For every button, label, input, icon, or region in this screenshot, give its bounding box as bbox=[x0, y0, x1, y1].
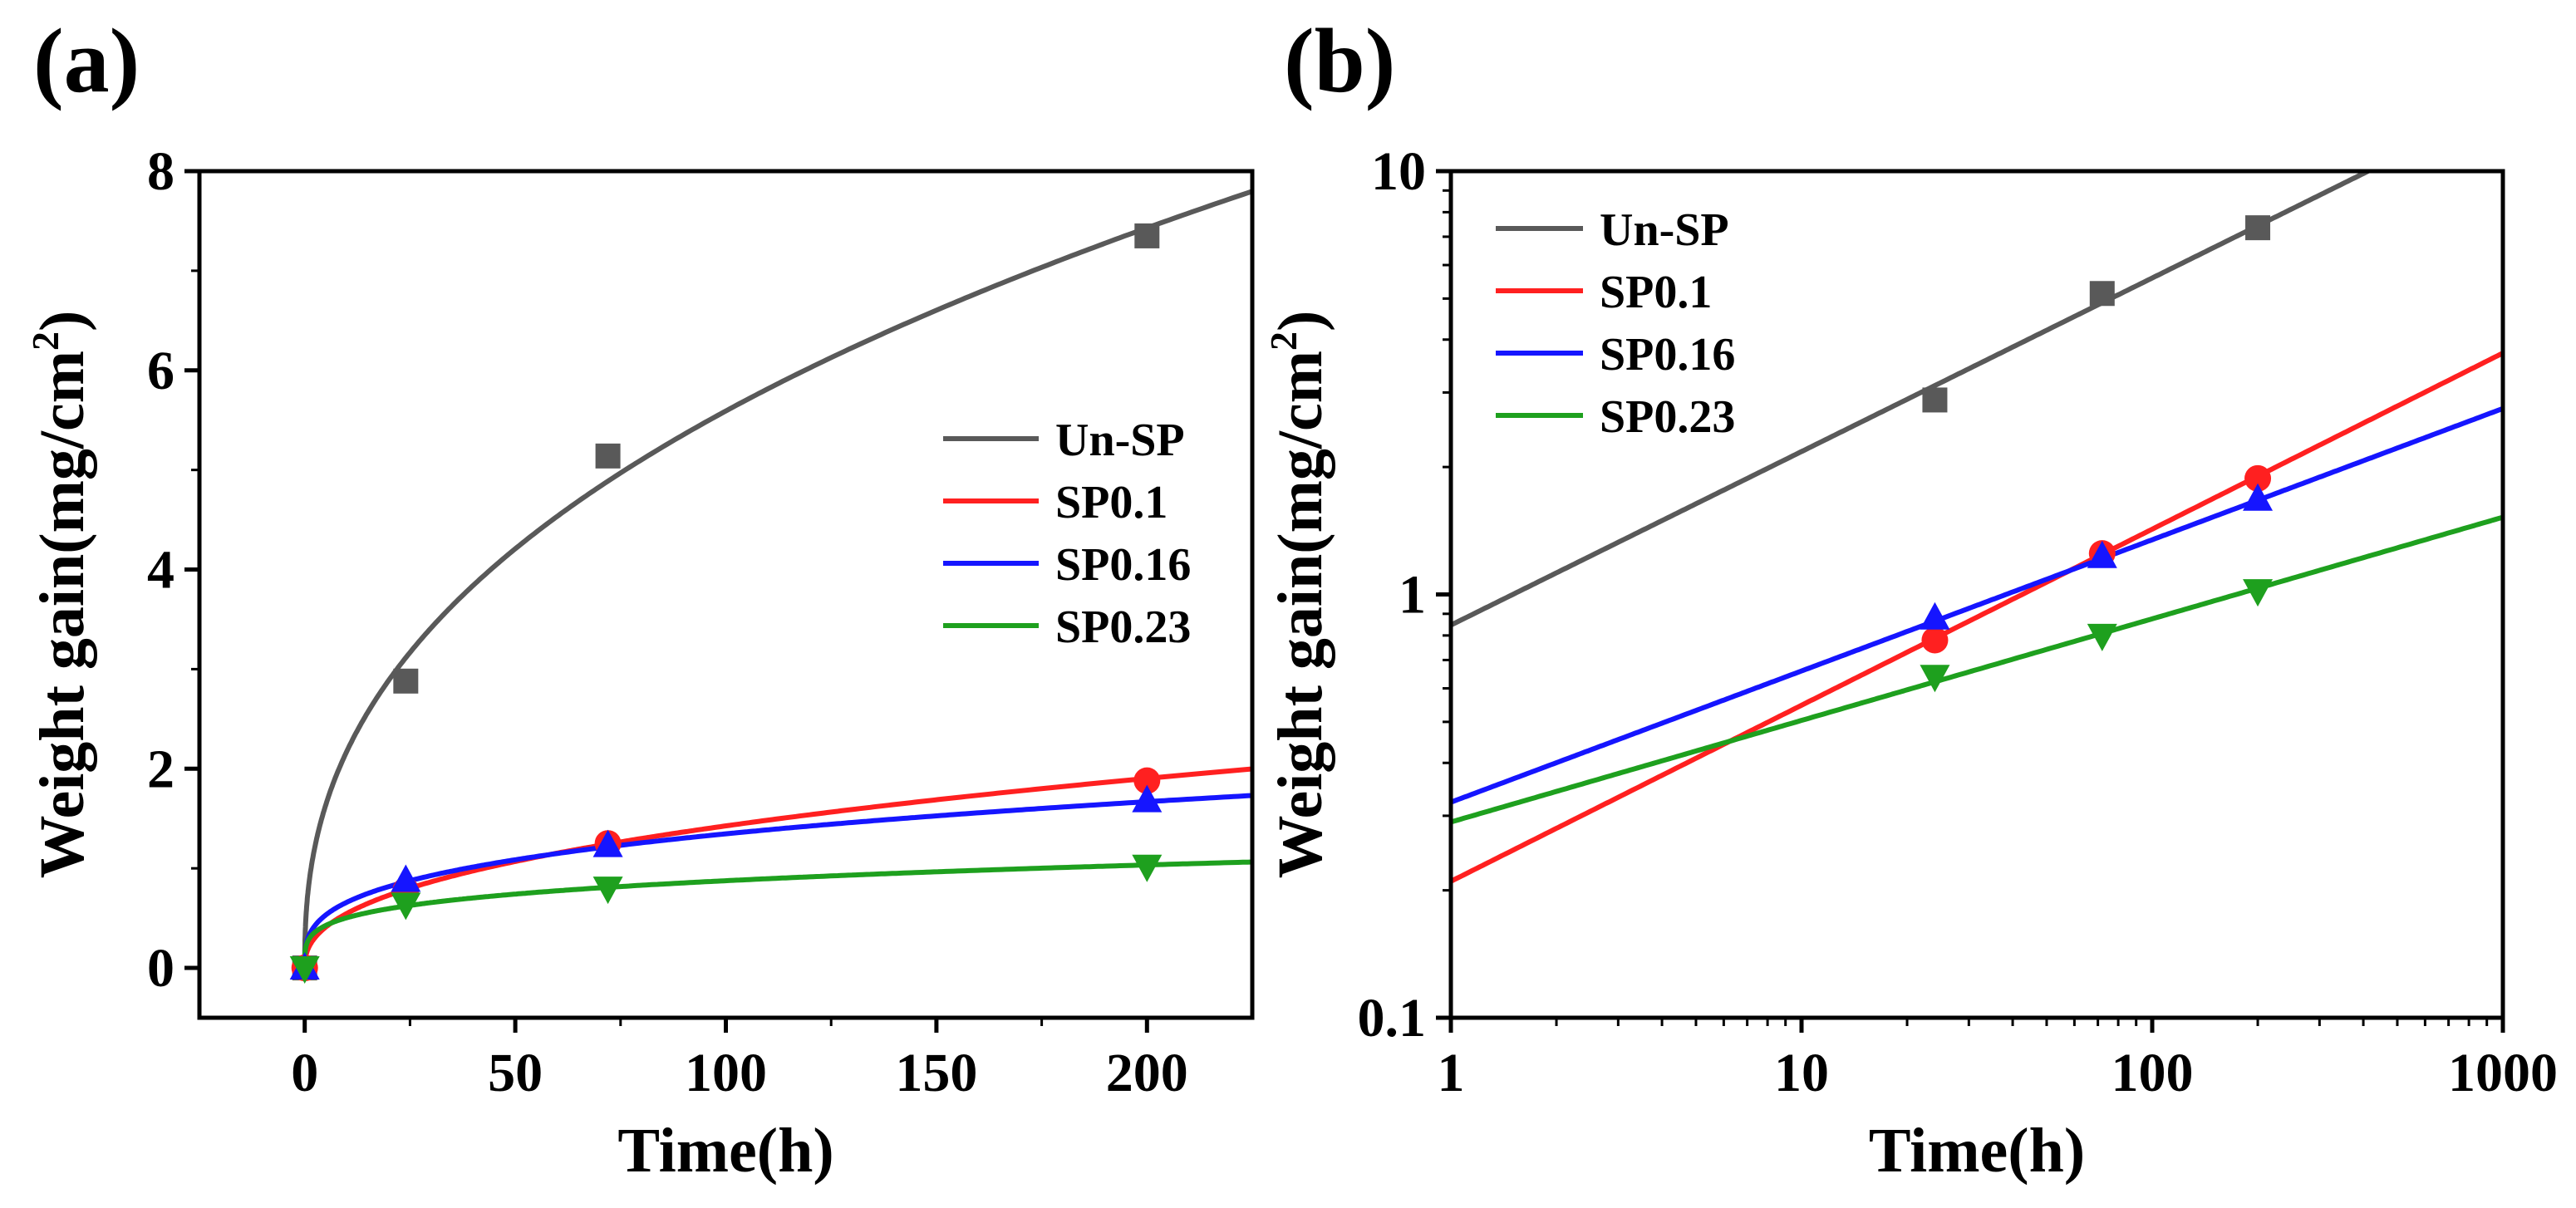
fit-line-sp0-16 bbox=[302, 793, 1252, 969]
data-point-sp0-23 bbox=[2087, 623, 2117, 651]
legend-label: Un-SP bbox=[1600, 204, 1729, 256]
axes-frame bbox=[197, 169, 1255, 1020]
y-axis-title-sup: 2 bbox=[1262, 331, 1305, 351]
y-axis-title: Weight gain(mg/cm2) bbox=[1262, 311, 1335, 879]
x-tick-label: 50 bbox=[488, 1043, 543, 1103]
x-tick-label: 1000 bbox=[2448, 1043, 2558, 1103]
data-point-sp0-1 bbox=[1133, 767, 1161, 794]
data-point-un-sp bbox=[1922, 387, 1948, 413]
x-tick-label: 100 bbox=[2111, 1043, 2194, 1103]
legend: Un-SP SP0.1 SP0.16 SP0.23 bbox=[1496, 204, 1735, 443]
y-tick-label: 2 bbox=[147, 739, 175, 799]
fit-curves bbox=[1451, 171, 2503, 884]
y-tick-label: 10 bbox=[1371, 141, 1426, 202]
y-tick-label: 0 bbox=[147, 938, 175, 999]
data-point-un-sp bbox=[2089, 281, 2115, 307]
data-point-sp0-23 bbox=[592, 877, 623, 905]
legend-label: SP0.1 bbox=[1600, 267, 1712, 318]
fit-line-sp0-1 bbox=[1451, 351, 2503, 884]
legend: Un-SP SP0.1 SP0.16 SP0.23 bbox=[943, 415, 1191, 653]
fit-curves bbox=[302, 189, 1252, 969]
x-tick-label: 0 bbox=[291, 1043, 318, 1103]
legend-label: SP0.1 bbox=[1055, 477, 1168, 528]
data-point-sp0-23 bbox=[2243, 579, 2274, 607]
data-point-sp0-16 bbox=[592, 829, 623, 857]
data-point-sp0-23 bbox=[1132, 854, 1163, 882]
y-axis-title: Weight gain(mg/cm2) bbox=[24, 311, 97, 879]
data-point-sp0-23 bbox=[391, 892, 421, 921]
data-point-un-sp bbox=[595, 443, 621, 469]
y-tick-label: 4 bbox=[147, 540, 175, 601]
legend-label: Un-SP bbox=[1055, 415, 1185, 466]
data-point-un-sp bbox=[2245, 215, 2271, 241]
y-tick-label: 0.1 bbox=[1358, 988, 1427, 1048]
fit-line-un-sp bbox=[302, 189, 1252, 969]
data-point-sp0-16 bbox=[391, 864, 421, 892]
y-axis-title-main: Weight gain(mg/cm bbox=[1266, 351, 1335, 878]
data-point-sp0-1 bbox=[1921, 626, 1949, 654]
panel-label: (a) bbox=[33, 10, 140, 111]
data-markers bbox=[289, 223, 1163, 985]
data-markers bbox=[1920, 215, 2274, 693]
fit-line-sp0-23 bbox=[1451, 514, 2503, 825]
x-axis-title: Time(h) bbox=[1869, 1116, 2085, 1186]
y-axis-title-close: ) bbox=[27, 311, 97, 331]
legend-label: SP0.16 bbox=[1600, 329, 1735, 381]
legend-label: SP0.23 bbox=[1055, 602, 1191, 653]
y-tick-label: 8 bbox=[147, 141, 175, 202]
legend-label: SP0.23 bbox=[1600, 391, 1735, 443]
data-point-un-sp bbox=[1134, 223, 1160, 248]
x-axis-title: Time(h) bbox=[617, 1116, 833, 1186]
x-tick-label: 150 bbox=[895, 1043, 977, 1103]
panel-label: (b) bbox=[1284, 10, 1395, 111]
legend-label: SP0.16 bbox=[1055, 539, 1191, 591]
x-tick-label: 200 bbox=[1106, 1043, 1188, 1103]
x-tick-label: 10 bbox=[1774, 1043, 1829, 1103]
data-point-sp0-16 bbox=[2243, 483, 2274, 511]
data-point-sp0-16 bbox=[1132, 784, 1163, 813]
y-axis-title-sup: 2 bbox=[24, 331, 66, 351]
fit-line-sp0-16 bbox=[1451, 405, 2503, 805]
y-axis-title-main: Weight gain(mg/cm bbox=[27, 351, 97, 878]
fit-line-un-sp bbox=[1451, 171, 2374, 628]
fit-line-sp0-23 bbox=[302, 859, 1252, 969]
data-point-sp0-16 bbox=[2087, 540, 2117, 568]
y-tick-label: 6 bbox=[147, 341, 175, 401]
data-point-sp0-23 bbox=[289, 956, 320, 985]
y-axis-title-close: ) bbox=[1266, 311, 1335, 331]
x-tick-label: 100 bbox=[685, 1043, 767, 1103]
data-point-un-sp bbox=[393, 668, 419, 694]
data-point-sp0-16 bbox=[1920, 602, 1950, 630]
panel-a: (a) 0 50 100 150 200 0 2 4 6 8 Time(h) Weight gain(m… bbox=[24, 10, 1255, 1186]
data-point-sp0-23 bbox=[1920, 665, 1950, 693]
y-tick-label: 1 bbox=[1399, 565, 1426, 626]
x-tick-label: 1 bbox=[1438, 1043, 1465, 1103]
data-point-sp0-1 bbox=[2244, 464, 2272, 492]
